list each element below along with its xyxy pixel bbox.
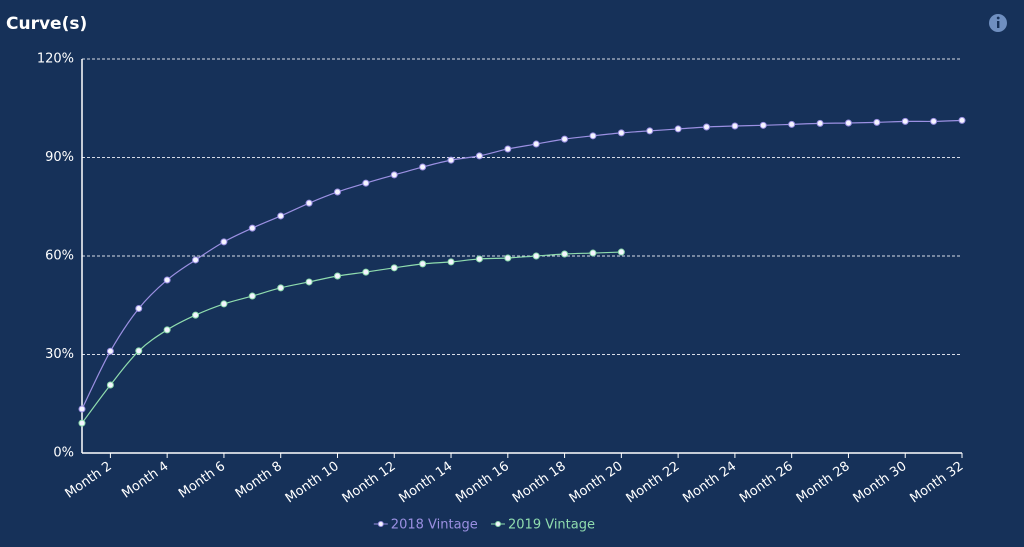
point [277,212,285,220]
x-tick-label: Month 16 [453,459,512,507]
x-tick-label: Month 10 [283,459,342,507]
point [277,284,285,292]
x-tick-label: Month 18 [510,459,569,507]
x-tick-label: Month 8 [233,459,285,502]
x-tick-label: Month 26 [737,459,796,507]
point [617,248,625,256]
point [163,326,171,334]
point [333,188,341,196]
y-tick-label: 120% [37,52,74,67]
point [305,278,313,286]
point [617,129,625,137]
x-tick-label: Month 4 [119,459,171,502]
legend-marker [495,521,501,527]
point [646,127,654,135]
x-tick-label: Month 20 [567,459,626,507]
point [475,255,483,263]
x-tick-label: Month 6 [176,459,228,502]
point [901,117,909,125]
point [390,171,398,179]
point [390,264,398,272]
point [106,381,114,389]
legend-label: 2018 Vintage [391,518,478,533]
point [163,276,171,284]
x-tick-label: Month 22 [624,459,683,507]
point [504,254,512,262]
point [447,258,455,266]
point [419,163,427,171]
point [532,252,540,260]
point [248,224,256,232]
legend-label: 2019 Vintage [508,518,595,533]
point [192,311,200,319]
point [561,135,569,143]
x-tick-label: Month 14 [396,459,455,507]
point [333,272,341,280]
point [561,250,569,258]
point [419,260,427,268]
x-tick-label: Month 12 [340,459,399,507]
point [930,117,938,125]
x-tick-label: Month 28 [794,459,853,507]
point [78,405,86,413]
y-tick-label: 30% [45,347,74,362]
series-line [81,251,622,424]
point [106,347,114,355]
info-icon[interactable] [989,14,1007,32]
point [759,121,767,129]
point [589,249,597,257]
point [788,120,796,128]
series-line [81,119,963,410]
x-tick-label: Month 32 [907,459,966,507]
point [816,119,824,127]
point [447,156,455,164]
legend-marker [377,521,384,527]
point [192,256,200,264]
y-tick-label: 60% [45,249,74,264]
point [589,132,597,140]
point [78,419,86,427]
point [135,347,143,355]
x-tick-label: Month 24 [680,459,739,507]
point [305,199,313,207]
point [504,145,512,153]
point [220,300,228,308]
point [362,179,370,187]
point [731,122,739,130]
point [475,152,483,160]
point [844,119,852,127]
point [958,116,966,124]
point [220,238,228,246]
x-tick-label: Month 2 [63,459,115,502]
y-tick-label: 0% [53,446,74,461]
y-tick-label: 90% [45,150,74,165]
x-tick-label: Month 30 [851,459,910,507]
point [703,123,711,131]
point [135,305,143,313]
point [532,140,540,148]
point [362,268,370,276]
point [248,292,256,300]
point [674,125,682,133]
chart-title: Curve(s) [6,14,87,34]
point [873,118,881,126]
